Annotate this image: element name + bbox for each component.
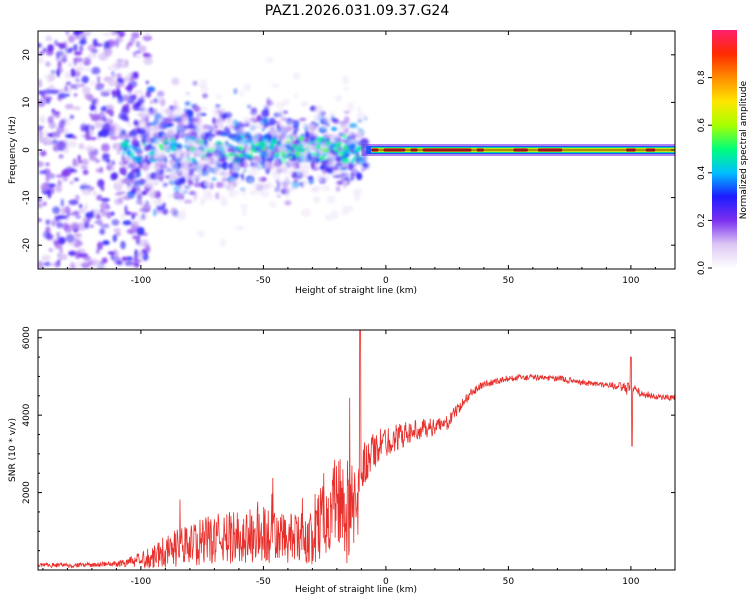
colorbar-tick-label: 0.2 xyxy=(697,213,707,227)
colorbar-tick-label: 0.0 xyxy=(697,261,707,276)
snr-x-tick-label: 50 xyxy=(503,577,515,587)
snr-y-label: SNR (10 * v/v) xyxy=(8,418,18,482)
colorbar-ticks: 0.0 0.2 0.4 0.6 0.8 xyxy=(697,70,712,275)
spectrogram-y-tick-label: -10 xyxy=(22,190,32,205)
snr-y-tick-label: 6000 xyxy=(22,326,32,349)
spectrogram-y-tick-label: -20 xyxy=(22,238,32,253)
snr-x-tick-label: -50 xyxy=(256,577,271,587)
snr-y-ticks: 2000 4000 6000 xyxy=(22,326,675,552)
spectrogram-x-tick-label: 50 xyxy=(503,276,515,286)
spectrogram-y-label: Frequency (Hz) xyxy=(8,116,18,184)
spectrogram-x-tick-label: 0 xyxy=(383,276,389,286)
snr-x-label: Height of straight line (km) xyxy=(295,585,417,595)
snr-x-tick-label: 0 xyxy=(383,577,389,587)
colorbar-gradient xyxy=(712,30,737,268)
spectrogram-x-tick-label: -50 xyxy=(256,276,271,286)
spectrogram-y-tick-label: 0 xyxy=(22,147,32,153)
spectrogram-y-ticks: -20 -10 0 10 20 xyxy=(22,49,675,253)
spectrogram-y-tick-label: 20 xyxy=(22,49,32,61)
snr-panel: -100 -50 0 50 100 2000 4000 6000 Height of str… xyxy=(8,326,676,595)
spectrogram-y-tick-label: 10 xyxy=(22,96,32,108)
snr-series-line xyxy=(38,330,675,570)
figure-title: PAZ1.2026.031.09.37.G24 xyxy=(265,3,450,19)
colorbar: 0.0 0.2 0.4 0.6 0.8 Normalized spectral ampl… xyxy=(697,30,749,275)
snr-frame xyxy=(37,329,676,571)
colorbar-tick-label: 0.6 xyxy=(697,118,707,133)
snr-plot-area xyxy=(38,330,675,570)
snr-y-tick-label: 4000 xyxy=(22,403,32,426)
snr-y-tick-label: 2000 xyxy=(22,481,32,504)
snr-x-ticks: -100 -50 0 50 100 xyxy=(42,330,656,587)
spectrogram-x-tick-label: -100 xyxy=(131,276,152,286)
colorbar-tick-label: 0.8 xyxy=(697,70,707,85)
snr-x-tick-label: 100 xyxy=(622,577,639,587)
spectrogram-x-tick-label: 100 xyxy=(622,276,639,286)
spectrogram-heatmap xyxy=(38,31,675,269)
colorbar-tick-label: 0.4 xyxy=(697,165,707,180)
spectrogram-x-label: Height of straight line (km) xyxy=(295,286,417,296)
spectrogram-x-ticks: -100 -50 0 50 100 xyxy=(42,31,656,286)
colorbar-label: Normalized spectral amplitude xyxy=(739,80,749,219)
snr-x-tick-label: -100 xyxy=(131,577,152,587)
